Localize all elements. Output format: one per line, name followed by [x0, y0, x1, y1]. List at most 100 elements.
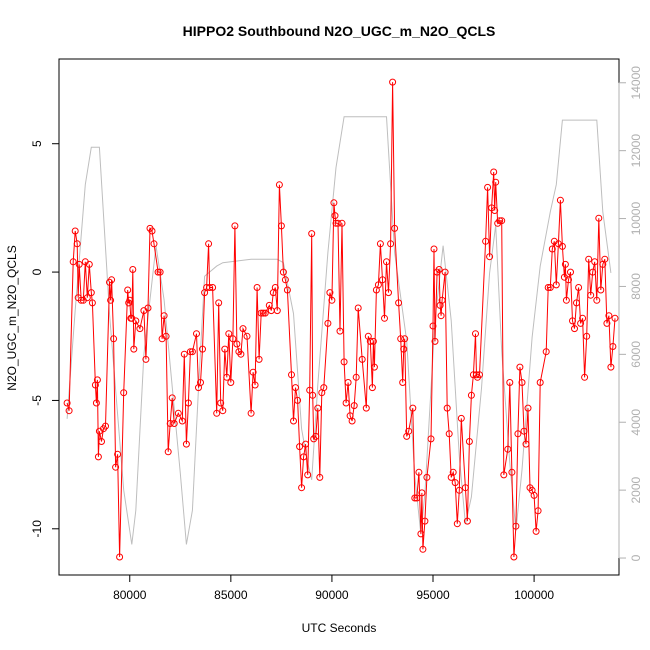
- data-point: [206, 284, 214, 291]
- data-point: [453, 520, 461, 528]
- data-point: [314, 404, 322, 412]
- data-point: [587, 291, 595, 299]
- data-point: [400, 345, 408, 353]
- x-tick-label: 95000: [416, 588, 450, 602]
- data-point: [605, 312, 613, 320]
- data-point: [379, 276, 386, 284]
- data-point: [381, 314, 388, 322]
- y2-tick-label: 4000: [629, 409, 643, 436]
- data-point: [512, 522, 520, 530]
- data-point: [178, 417, 186, 425]
- data-point: [243, 332, 251, 340]
- data-point: [154, 268, 162, 276]
- data-point: [221, 345, 229, 353]
- data-point: [108, 276, 116, 284]
- data-point: [150, 240, 158, 248]
- data-point: [300, 453, 308, 461]
- data-point: [275, 181, 283, 189]
- data-point: [110, 335, 118, 343]
- data-point: [344, 379, 352, 386]
- data-point: [120, 389, 128, 397]
- data-point: [184, 399, 192, 407]
- data-point: [413, 494, 421, 502]
- data-point: [193, 330, 200, 338]
- data-point: [417, 530, 425, 538]
- data-point: [309, 391, 317, 399]
- data-point: [463, 517, 471, 525]
- data-point: [249, 368, 257, 376]
- data-point: [156, 268, 164, 276]
- data-point: [142, 355, 150, 363]
- data-point: [93, 376, 101, 384]
- data-point: [411, 494, 419, 502]
- data-point: [326, 289, 334, 297]
- data-point: [362, 404, 370, 412]
- data-point: [126, 296, 134, 304]
- data-point: [508, 468, 516, 476]
- data-point: [331, 212, 339, 220]
- data-point: [225, 330, 233, 338]
- data-point: [532, 527, 540, 535]
- data-point: [279, 268, 287, 276]
- data-point: [340, 358, 348, 366]
- data-point: [199, 345, 206, 353]
- data-point: [438, 296, 446, 304]
- data-point: [449, 468, 457, 476]
- x-axis-title: UTC Seconds: [302, 621, 377, 635]
- y2-tick-label: 0: [629, 554, 643, 561]
- y-tick-label: 5: [30, 140, 44, 147]
- data-point: [465, 438, 473, 445]
- data-point: [530, 491, 538, 499]
- data-point: [239, 325, 247, 333]
- x-tick-label: 100000: [514, 588, 554, 602]
- data-point: [170, 420, 178, 427]
- data-point: [334, 219, 342, 227]
- data-point: [581, 373, 589, 381]
- data-point: [342, 399, 350, 407]
- data-point: [457, 414, 465, 422]
- data-point: [583, 332, 591, 340]
- data-point: [231, 222, 239, 230]
- data-point: [476, 371, 483, 379]
- data-point: [294, 396, 302, 404]
- data-point: [94, 453, 102, 461]
- data-point: [419, 545, 427, 553]
- data-point: [421, 517, 429, 525]
- data-point: [597, 286, 605, 294]
- data-point: [98, 438, 105, 445]
- data-point: [542, 348, 550, 356]
- data-point: [451, 479, 459, 487]
- data-point: [575, 284, 583, 291]
- data-point: [585, 255, 593, 263]
- data-point: [69, 258, 77, 266]
- data-point: [292, 384, 299, 392]
- data-point: [579, 314, 587, 322]
- data-point: [409, 404, 417, 412]
- data-point: [354, 304, 362, 312]
- data-point: [73, 240, 81, 248]
- data-point: [160, 312, 168, 320]
- data-point: [336, 327, 344, 335]
- data-point: [188, 348, 196, 356]
- data-point: [273, 307, 281, 315]
- data-point: [164, 448, 172, 456]
- data-point: [561, 260, 569, 268]
- data-point: [180, 350, 188, 358]
- data-point: [383, 258, 390, 266]
- data-point: [385, 289, 392, 297]
- data-point: [324, 319, 332, 327]
- data-point: [330, 199, 338, 207]
- data-point: [132, 317, 140, 325]
- data-point: [536, 379, 544, 386]
- data-point: [607, 363, 615, 371]
- data-point: [247, 409, 255, 417]
- data-point: [567, 268, 574, 276]
- chart-title: HIPPO2 Southbound N2O_UGC_m_N2O_QCLS: [183, 23, 496, 39]
- data-point: [350, 402, 358, 410]
- data-point: [277, 222, 285, 230]
- data-point: [461, 484, 469, 492]
- data-point: [423, 473, 431, 481]
- data-point: [492, 178, 500, 186]
- data-point: [455, 486, 463, 494]
- data-point: [520, 427, 528, 435]
